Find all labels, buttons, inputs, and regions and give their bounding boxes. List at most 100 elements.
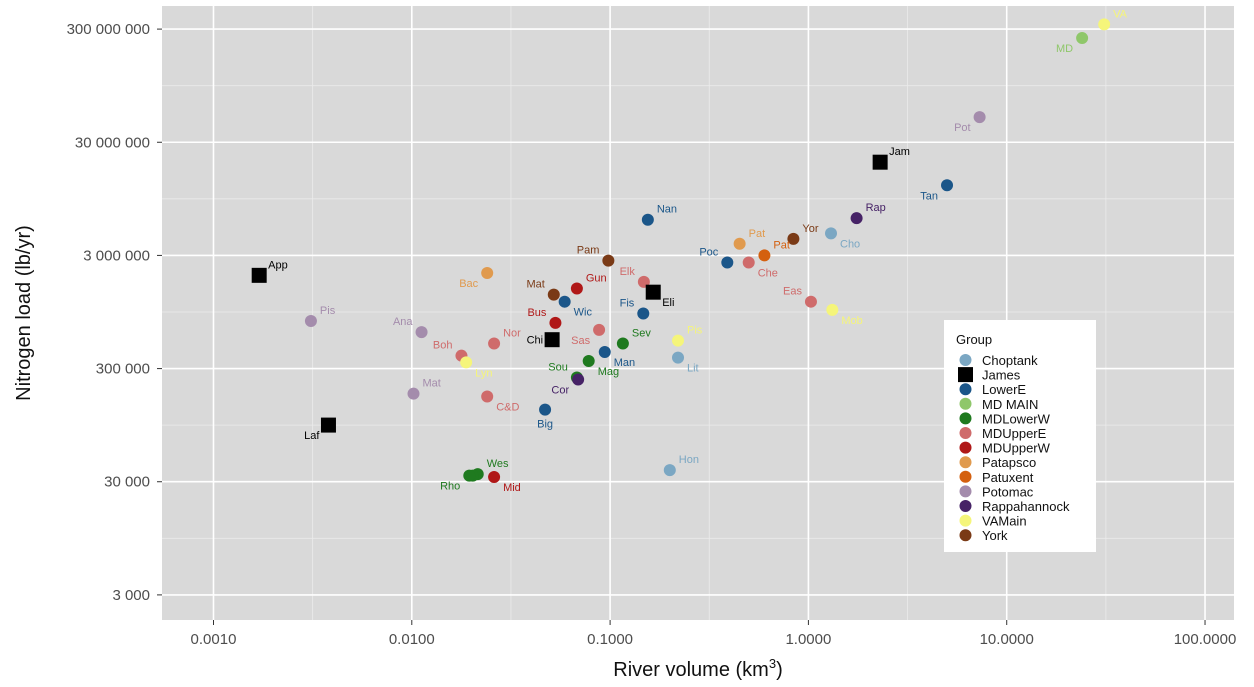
point-label: Mag	[598, 366, 619, 378]
data-point	[481, 390, 494, 403]
point-label: Rap	[866, 202, 886, 214]
data-point-square	[645, 284, 661, 300]
point-label: Jam	[889, 146, 910, 158]
point-label: Sou	[548, 362, 568, 374]
legend-key	[959, 383, 972, 396]
data-point	[733, 237, 746, 250]
x-tick-label: 0.1000	[587, 631, 633, 648]
y-tick-label: 30 000 000	[75, 134, 150, 151]
legend-label: Potomac	[982, 484, 1034, 499]
legend-key	[959, 354, 972, 366]
point-label: Pis	[320, 305, 336, 317]
point-label: Tan	[920, 190, 938, 202]
y-tick-label: 300 000 000	[67, 21, 150, 38]
x-tick-label: 0.0100	[389, 631, 435, 648]
data-point	[941, 179, 954, 192]
point-label: Eli	[662, 297, 674, 309]
legend-key	[959, 485, 972, 498]
y-tick-label: 3 000 000	[83, 247, 150, 264]
point-label: Hon	[679, 454, 699, 466]
data-point	[415, 326, 428, 339]
data-point	[973, 111, 986, 124]
legend-label: York	[982, 528, 1008, 543]
data-point	[549, 316, 562, 329]
data-point	[602, 254, 615, 267]
point-label: Cor	[551, 385, 569, 397]
legend-key	[959, 441, 972, 454]
point-label: Elk	[620, 266, 636, 278]
point-label: Wes	[487, 458, 509, 470]
data-point	[1076, 32, 1089, 45]
point-label: Bac	[459, 278, 478, 290]
data-point	[637, 307, 650, 320]
legend-label: James	[982, 368, 1021, 383]
data-point	[787, 232, 800, 245]
legend-label: VAMain	[982, 514, 1027, 529]
point-label: App	[268, 259, 288, 271]
data-point	[850, 212, 863, 225]
data-point	[463, 469, 476, 482]
point-label: Cho	[840, 238, 860, 250]
data-point-square	[872, 154, 888, 170]
y-tick-label: 3 000	[112, 587, 150, 604]
legend-label: Rappahannock	[982, 499, 1070, 514]
point-label: Pam	[577, 245, 600, 257]
legend-label: Patapsco	[982, 455, 1036, 470]
legend-key	[959, 470, 972, 483]
point-label: Ana	[393, 316, 413, 328]
data-point	[825, 227, 838, 240]
point-label: Che	[758, 267, 778, 279]
legend-label: LowerE	[982, 382, 1026, 397]
data-point	[481, 266, 494, 279]
point-label: Mob	[841, 315, 862, 327]
data-point	[598, 346, 611, 359]
data-point	[547, 288, 560, 301]
x-tick-label: 0.0010	[191, 631, 237, 648]
legend-key	[959, 456, 972, 469]
legend-label: MDLowerW	[982, 411, 1051, 426]
data-point	[460, 356, 473, 369]
data-point	[572, 373, 585, 386]
point-label: VA	[1113, 8, 1128, 20]
point-label: Nor	[503, 327, 521, 339]
point-label: Boh	[433, 340, 453, 352]
point-label: C&D	[496, 401, 519, 413]
y-tick-label: 30 000	[104, 474, 150, 491]
point-label: Lit	[687, 363, 699, 375]
y-axis-title: Nitrogen load (lb/yr)	[13, 225, 35, 401]
data-point	[304, 314, 317, 327]
data-point	[721, 256, 734, 269]
data-point-square	[544, 332, 560, 348]
data-point	[582, 355, 595, 368]
data-point	[570, 282, 583, 295]
legend-label: Patuxent	[982, 470, 1034, 485]
point-label: Poc	[699, 246, 718, 258]
data-point	[758, 249, 771, 262]
data-point	[672, 334, 685, 347]
point-label: Fis	[620, 298, 635, 310]
point-label: Bus	[527, 307, 546, 319]
data-point-square	[320, 417, 336, 433]
point-label: Sev	[632, 327, 651, 339]
point-label: Man	[614, 357, 635, 369]
point-label: Big	[537, 419, 553, 431]
legend-key	[959, 412, 972, 425]
data-point	[804, 295, 817, 308]
data-points	[251, 18, 1111, 484]
point-label: Sas	[571, 335, 590, 347]
legend-key	[959, 514, 972, 527]
legend-key-square	[958, 367, 973, 383]
legend-key	[959, 500, 972, 512]
data-point	[539, 403, 552, 416]
point-label: Eas	[783, 286, 802, 298]
data-point	[407, 387, 420, 400]
x-axis-ticks: 0.0010 0.0100 0.1000 1.0000 10.0000 100.0000	[191, 620, 1236, 648]
point-label: Rho	[440, 481, 460, 493]
legend-label: MDUpperW	[982, 441, 1051, 456]
point-label: Gun	[586, 273, 607, 285]
data-point	[616, 337, 629, 350]
data-point	[593, 323, 606, 336]
data-point	[742, 256, 755, 269]
